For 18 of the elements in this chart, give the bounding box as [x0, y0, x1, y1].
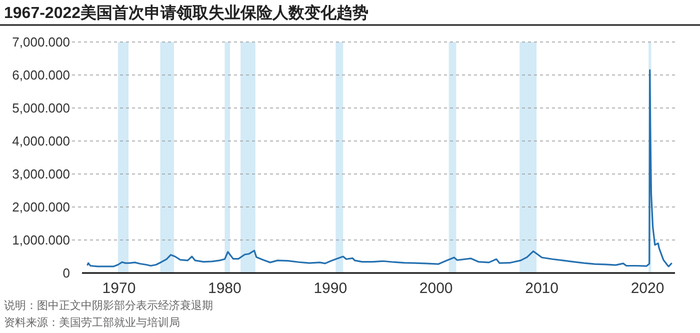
y-tick-label: 0 [62, 266, 70, 281]
line-series [86, 69, 673, 268]
x-tick-label: 1980 [208, 280, 242, 297]
y-tick-label: 1,000.000 [12, 232, 70, 248]
text: 资料来源：美国劳工部就业与培训局 [4, 316, 180, 329]
y-tick-label: 6,000.000 [12, 68, 70, 83]
x-tick-label: 1990 [314, 280, 348, 297]
y-tick-label: 7,000.000 [12, 34, 70, 50]
y-tick-label: 3,000.000 [12, 166, 70, 182]
x-tick-label: 1970 [102, 280, 136, 297]
x-tick-label: 2020 [630, 280, 664, 297]
text: 说明：图中正文中阴影部分表示经济衰退期 [4, 299, 213, 312]
y-tick-label: 5,000.000 [12, 100, 70, 116]
x-tick-label: 2000 [419, 280, 453, 297]
x-tick-label: 2010 [525, 280, 558, 297]
y-tick-label: 4,000.000 [12, 134, 70, 149]
y-tick-label: 2,000.000 [12, 200, 70, 215]
chart-title: 1967-2022美国首次申请领取失业保险人数变化趋势 [4, 3, 369, 22]
